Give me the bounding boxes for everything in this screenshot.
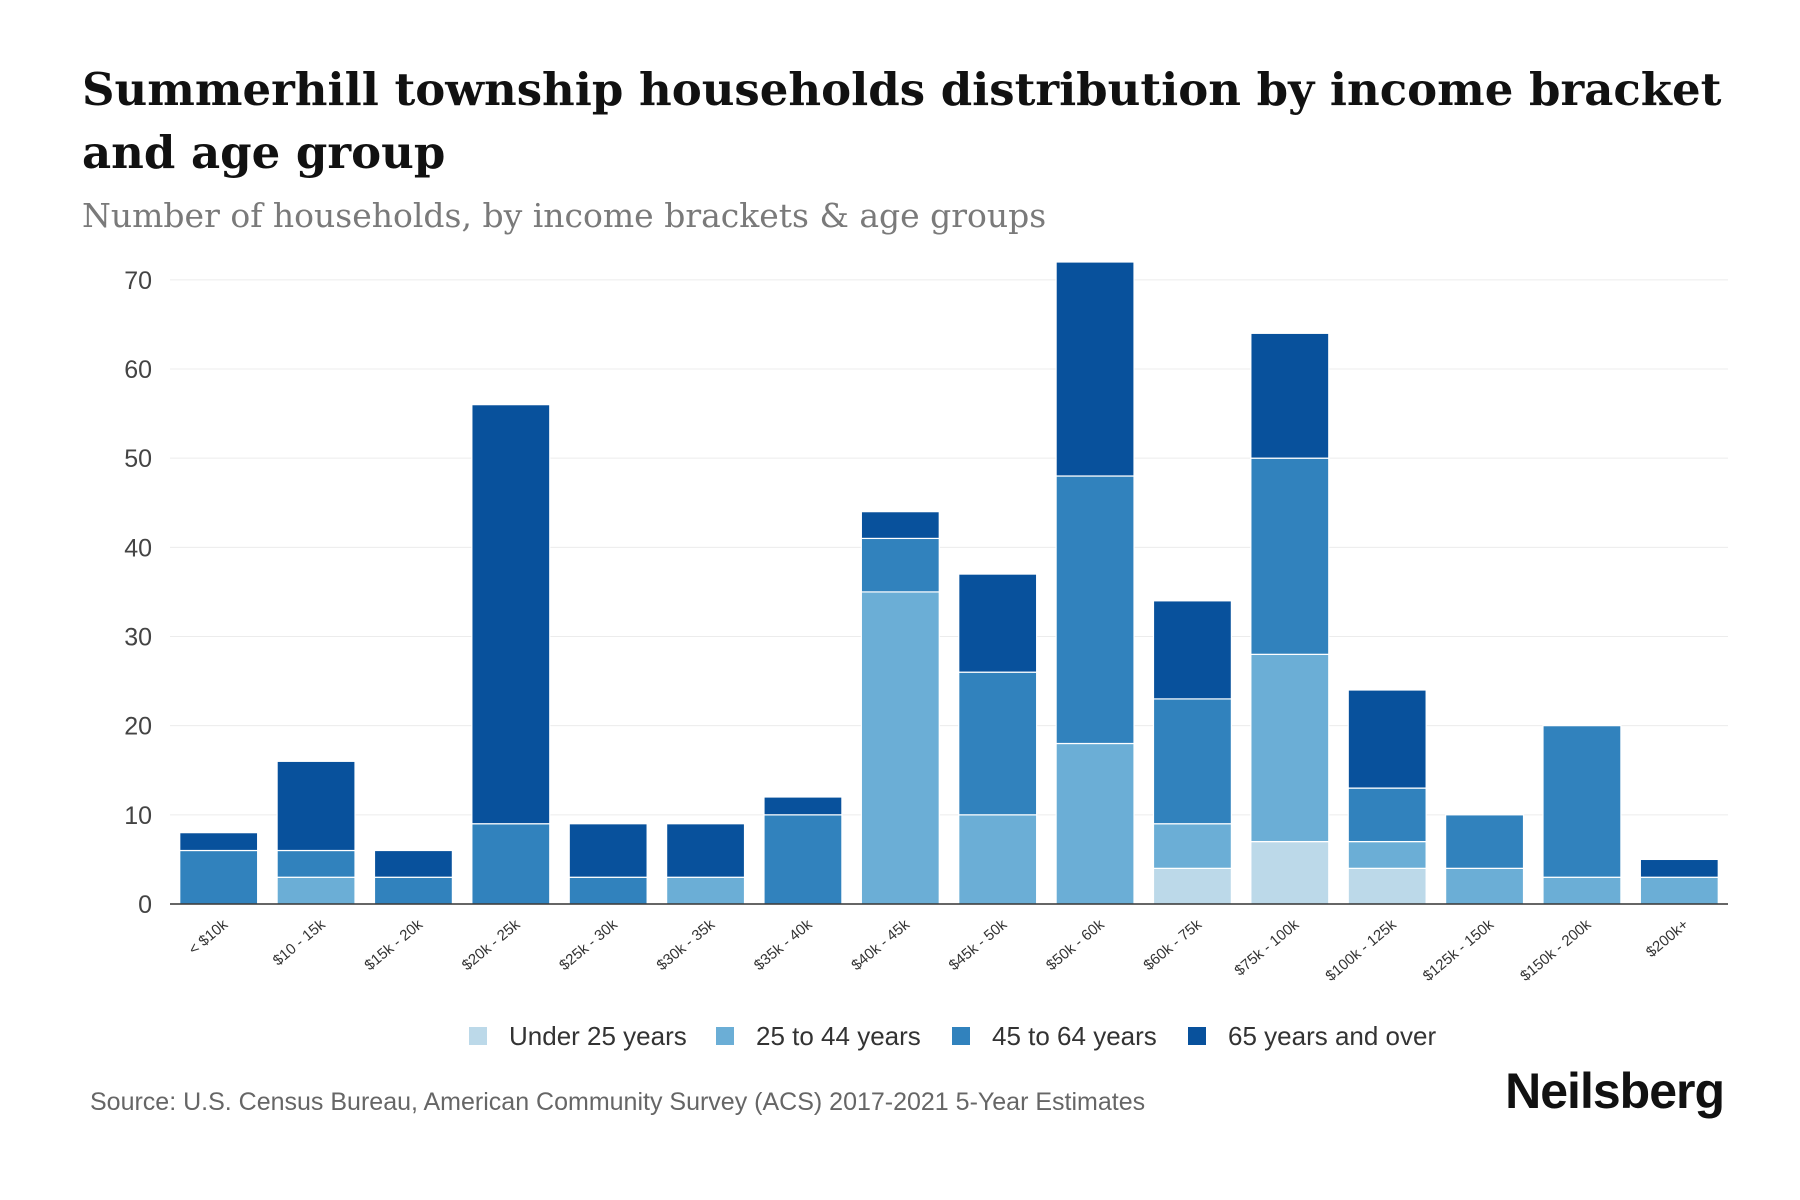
bar-segment[interactable] (276, 876, 356, 905)
bar-segment[interactable] (1152, 600, 1232, 700)
bar-segment[interactable] (1152, 823, 1232, 869)
bar-segment[interactable] (1639, 858, 1719, 878)
bar-segment[interactable] (1152, 698, 1232, 825)
y-tick-label: 50 (124, 445, 152, 473)
bar-segment[interactable] (1250, 332, 1330, 459)
bar-segment[interactable] (958, 814, 1038, 905)
bar-segment[interactable] (471, 404, 551, 825)
y-tick-label: 70 (124, 267, 152, 295)
legend-swatch (469, 1027, 487, 1045)
bar-segment[interactable] (1347, 689, 1427, 789)
x-tick-label: $60k - 75k (1140, 916, 1205, 974)
y-tick-label: 40 (124, 534, 152, 562)
bar-segment[interactable] (860, 537, 940, 593)
y-tick-label: 60 (124, 356, 152, 384)
bar-segment[interactable] (179, 849, 259, 905)
legend: Under 25 years 25 to 44 years 45 to 64 yea… (469, 1021, 1436, 1051)
bar-segment[interactable] (958, 573, 1038, 673)
x-tick-label: < $10k (186, 916, 232, 959)
chart-subtitle: Number of households, by income brackets… (82, 196, 1047, 235)
bar-segment[interactable] (1152, 867, 1232, 905)
y-tick-label: 0 (138, 891, 152, 919)
x-tick-label: $45k - 50k (946, 916, 1011, 974)
legend-label: 45 to 64 years (992, 1021, 1157, 1051)
legend-label: Under 25 years (509, 1021, 687, 1051)
legend-swatch (716, 1027, 734, 1045)
chart-title: Summerhill township households distribut… (82, 63, 1722, 179)
bar-segment[interactable] (1445, 867, 1525, 905)
bar-segment[interactable] (763, 796, 843, 816)
bar-segment[interactable] (1250, 653, 1330, 843)
x-tick-label: $150k - 200k (1517, 916, 1595, 985)
bar-segment[interactable] (1055, 742, 1135, 905)
legend-swatch (952, 1027, 970, 1045)
legend-swatch (1188, 1027, 1206, 1045)
bar-segment[interactable] (471, 823, 551, 905)
bar-segment[interactable] (179, 832, 259, 852)
bar-segment[interactable] (1347, 867, 1427, 905)
bar-segment[interactable] (1250, 457, 1330, 655)
legend-label: 25 to 44 years (756, 1021, 921, 1051)
bar-segment[interactable] (1542, 876, 1622, 905)
bar-segment[interactable] (276, 849, 356, 878)
x-tick-label: $20k - 25k (459, 916, 524, 974)
bar-segment[interactable] (860, 511, 940, 540)
x-tick-label: $15k - 20k (361, 916, 426, 974)
x-tick-label: $35k - 40k (751, 916, 816, 974)
bar-segment[interactable] (1250, 840, 1330, 905)
y-tick-label: 20 (124, 713, 152, 741)
bar-segment[interactable] (666, 823, 746, 878)
x-tick-label: $10 - 15k (270, 916, 329, 970)
source-note: Source: U.S. Census Bureau, American Com… (90, 1088, 1146, 1116)
gridlines (170, 279, 1728, 816)
bar-segment[interactable] (666, 876, 746, 905)
bar-segment[interactable] (958, 671, 1038, 816)
bar-segment[interactable] (373, 876, 453, 905)
legend-label: 65 years and over (1228, 1021, 1436, 1051)
bar-segment[interactable] (1445, 814, 1525, 869)
bar-segment[interactable] (568, 876, 648, 905)
y-tick-label: 10 (124, 802, 152, 830)
x-tick-label: $25k - 30k (556, 916, 621, 974)
bar-segment[interactable] (1347, 787, 1427, 843)
bar-segment[interactable] (860, 591, 940, 905)
x-tick-label: $100k - 125k (1322, 916, 1400, 985)
bars (179, 261, 1719, 905)
x-tick-label: $50k - 60k (1043, 916, 1108, 974)
x-tick-label: $30k - 35k (654, 916, 719, 974)
bar-segment[interactable] (1542, 725, 1622, 878)
x-tick-label: $200k+ (1643, 916, 1692, 961)
x-tick-label: $40k - 45k (848, 916, 913, 974)
bar-segment[interactable] (1639, 876, 1719, 905)
y-tick-label: 30 (124, 624, 152, 652)
bar-segment[interactable] (1055, 475, 1135, 745)
bar-segment[interactable] (1055, 261, 1135, 477)
bar-segment[interactable] (373, 849, 453, 878)
bar-segment[interactable] (1347, 840, 1427, 869)
bar-segment[interactable] (568, 823, 648, 878)
x-tick-label: $125k - 150k (1420, 916, 1498, 985)
brand-logo: Neilsberg (1505, 1063, 1725, 1119)
x-tick-label: $75k - 100k (1231, 916, 1302, 980)
bar-segment[interactable] (763, 814, 843, 905)
bar-segment[interactable] (276, 760, 356, 852)
